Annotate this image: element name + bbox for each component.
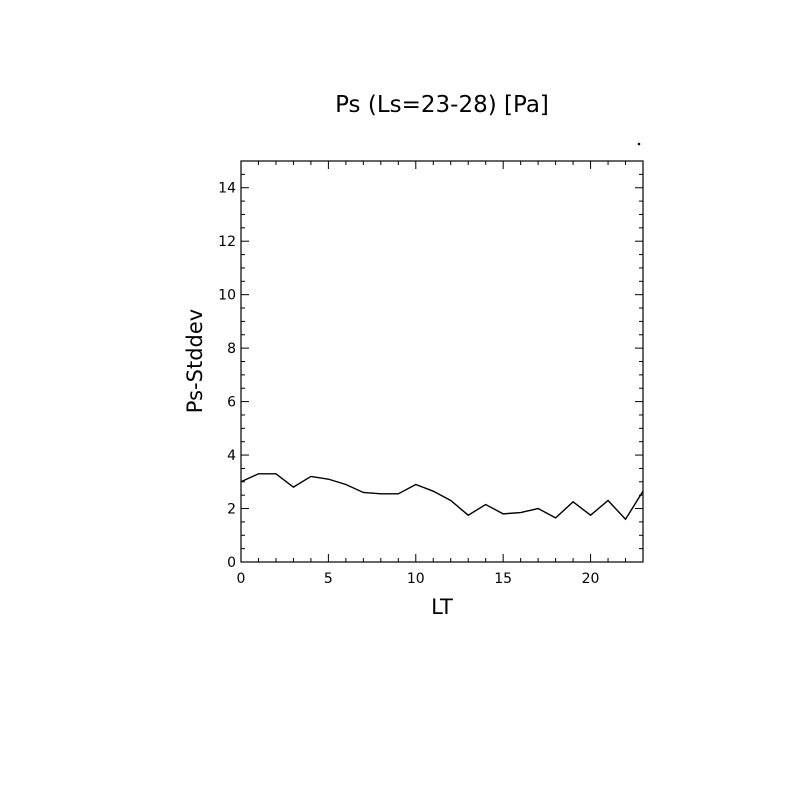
x-tick-label: 20 bbox=[582, 571, 600, 587]
y-tick-label: 14 bbox=[218, 181, 236, 197]
y-tick-label: 10 bbox=[218, 288, 236, 304]
x-tick-label: 15 bbox=[494, 571, 512, 587]
x-axis-label: LT bbox=[431, 595, 453, 619]
plot-frame bbox=[240, 160, 644, 563]
x-axis: 0 5 10 15 20 bbox=[237, 161, 644, 587]
plot-area bbox=[240, 160, 644, 563]
y-tick-label: 4 bbox=[227, 448, 236, 464]
y-tick-label: 6 bbox=[227, 395, 236, 411]
y-axis-label: Ps-Stddev bbox=[183, 309, 207, 413]
chart-title: Ps (Ls=23-28) [Pa] bbox=[335, 92, 549, 118]
y-axis: 0 2 4 6 8 10 12 14 bbox=[218, 160, 643, 571]
y-tick-label: 8 bbox=[227, 341, 236, 357]
x-tick-label: 10 bbox=[407, 571, 425, 587]
y-tick-label: 2 bbox=[227, 502, 236, 518]
y-tick-label: 12 bbox=[218, 234, 236, 250]
x-tick-label: 5 bbox=[324, 571, 333, 587]
x-tick-label: 0 bbox=[237, 571, 246, 587]
corner-dot bbox=[637, 142, 641, 146]
series-line bbox=[240, 473, 644, 521]
y-tick-label: 0 bbox=[227, 555, 236, 571]
